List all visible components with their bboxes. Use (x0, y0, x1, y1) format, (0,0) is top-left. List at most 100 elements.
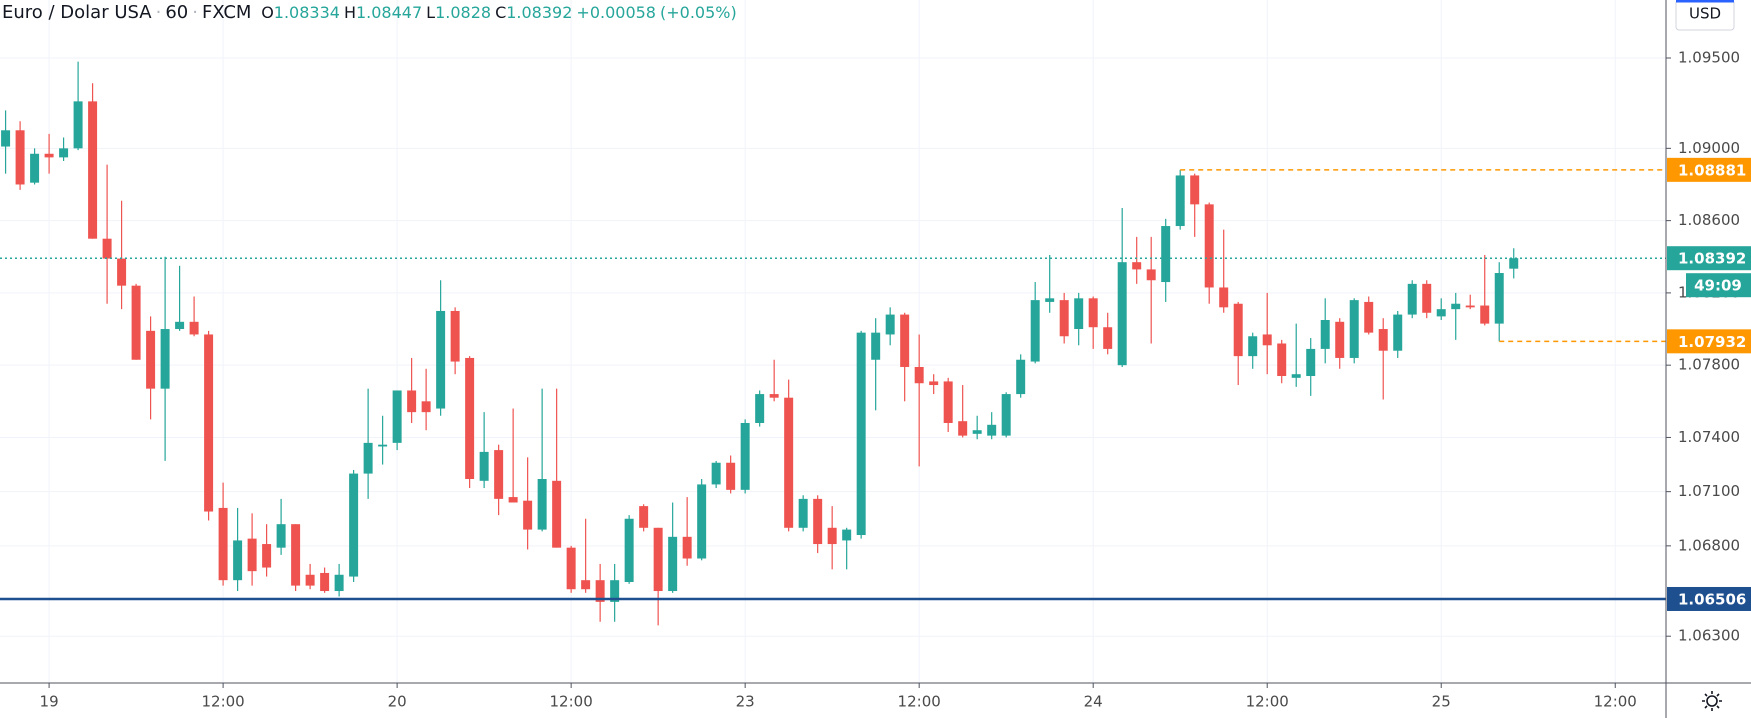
candle-body (73, 101, 83, 149)
candle-body (44, 153, 54, 158)
candle-body (305, 574, 315, 586)
candle-body (697, 484, 707, 559)
candle-body (1291, 374, 1301, 378)
y-tick-label: 1.08600 (1678, 211, 1740, 229)
candle-body (131, 285, 141, 360)
price-label: 1.06506 (1678, 590, 1746, 608)
candle-body (972, 430, 982, 434)
candle-body (610, 580, 620, 602)
candle-body (1074, 298, 1084, 330)
x-tick-label: 12:00 (550, 693, 593, 711)
countdown: 49:09 (1694, 277, 1742, 295)
price-label: 1.07932 (1678, 333, 1746, 351)
x-tick-label: 19 (40, 693, 59, 711)
y-tick-label: 1.07400 (1678, 428, 1740, 446)
currency-box[interactable] (1675, 0, 1735, 31)
candle-body (465, 357, 475, 480)
candle-body (1248, 336, 1258, 357)
candle-body (1219, 287, 1229, 308)
x-tick-label: 23 (736, 693, 755, 711)
ohlc-key: O (261, 3, 274, 22)
candle-body (407, 390, 417, 413)
legend-header: Euro / Dolar USA · 60 · FXCM O1.08334 H1.0844… (2, 2, 745, 23)
candle-body (1190, 175, 1200, 205)
change-percent: (+0.05%) (659, 3, 737, 22)
currency-label: USD (1689, 5, 1721, 23)
x-tick-label: 12:00 (1246, 693, 1289, 711)
ohlc-key: H (343, 3, 356, 22)
candle-body (943, 381, 953, 423)
candle-body (885, 314, 895, 335)
candle-body (1088, 298, 1098, 328)
candle-body (726, 462, 736, 490)
x-tick-label: 20 (388, 693, 407, 711)
candle-body (537, 479, 547, 530)
candle-body (334, 574, 344, 592)
candle-body (624, 518, 634, 582)
candle-body (653, 527, 663, 592)
ohlc-value: 1.08392 (506, 3, 573, 22)
candle-body (421, 401, 431, 413)
settings-icon[interactable] (1702, 691, 1722, 711)
settings-icon-core (1706, 695, 1718, 707)
candle-body (711, 462, 721, 485)
candle-body (189, 321, 199, 335)
candle-body (1306, 348, 1316, 377)
candle-body (204, 334, 214, 512)
candle-body (1277, 343, 1287, 377)
candle-body (88, 101, 98, 239)
candle-body (175, 321, 185, 330)
price-label-box (1667, 586, 1751, 611)
candle-body (508, 497, 518, 503)
candle-body (784, 397, 794, 528)
candle-body (1117, 262, 1127, 366)
candle-body (363, 442, 373, 474)
candle-body (1, 130, 11, 147)
candle-body (1132, 262, 1142, 270)
candle-body (378, 444, 388, 447)
candle-body (523, 500, 533, 530)
candle-body (1262, 334, 1272, 346)
candle-body (1393, 314, 1403, 351)
candle-body (1480, 305, 1490, 324)
y-tick-label: 1.09000 (1678, 139, 1740, 157)
settings-icon-rays (1702, 691, 1722, 711)
candle-body (291, 524, 301, 586)
candle-body (1335, 321, 1345, 358)
candle-body (349, 473, 359, 577)
candle-body (146, 330, 156, 389)
candle-body (769, 394, 779, 398)
candle-body (682, 536, 692, 559)
candle-body (320, 572, 330, 592)
price-label-box (1667, 246, 1751, 271)
candle-body (1436, 309, 1446, 317)
candle-body (30, 153, 40, 183)
candle-body (102, 238, 112, 259)
candle-body (929, 381, 939, 386)
y-tick-label: 1.06800 (1678, 536, 1740, 554)
x-tick-label: 12:00 (1594, 693, 1637, 711)
y-tick-label: 1.09500 (1678, 49, 1740, 67)
candle-body (160, 329, 170, 389)
y-tick-label: 1.07800 (1678, 356, 1740, 374)
ohlc-value: 1.08447 (355, 3, 423, 22)
candle-body (813, 498, 823, 545)
candle-body (1001, 394, 1011, 436)
price-lines (0, 169, 1666, 601)
candle-body (1175, 175, 1185, 227)
ohlc-value: 1.08334 (273, 3, 340, 22)
ohlc-values: O1.08334 H1.08447 L1.0828 C1.08392 +0.00058(… (261, 2, 741, 23)
grid (0, 0, 1666, 683)
candle-body (1320, 319, 1330, 349)
candle-body (668, 536, 678, 592)
candle-body (436, 310, 446, 409)
exchange: FXCM (201, 2, 252, 23)
candle-body (798, 498, 808, 528)
candle-body (218, 507, 228, 581)
countdown-box (1686, 273, 1751, 298)
ohlc-key: C (495, 3, 507, 22)
candle-body (479, 451, 489, 481)
candle-body (827, 527, 837, 545)
candles (1, 61, 1519, 626)
candle-body (1407, 283, 1417, 315)
